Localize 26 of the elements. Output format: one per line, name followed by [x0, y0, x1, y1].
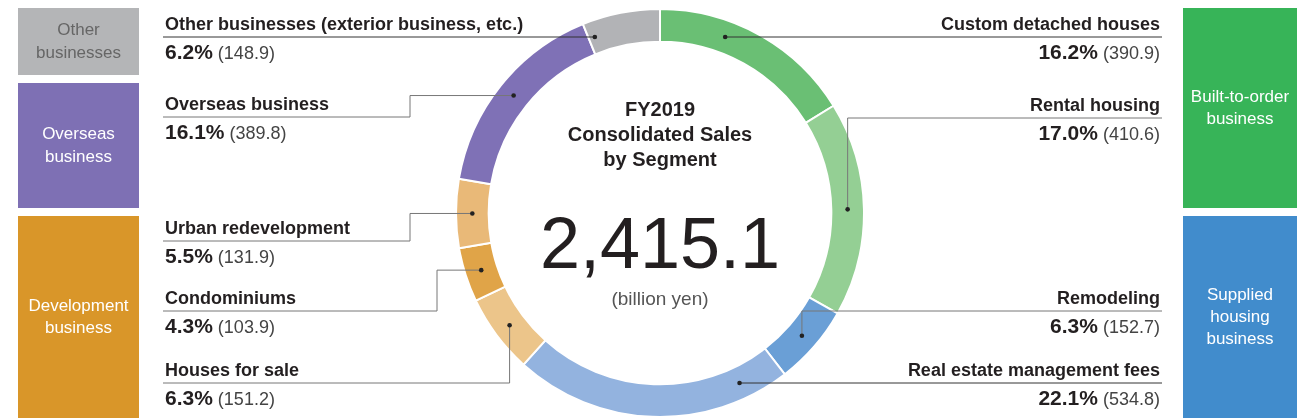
data-label: 17.0% (410.6) [1038, 121, 1161, 144]
slice-label: Remodeling [1056, 288, 1160, 308]
data-label: 16.1% (389.8) [165, 120, 287, 143]
data-label: 5.5% (131.9) [165, 244, 275, 267]
text: Built-to-order business [1189, 85, 1291, 130]
text: Development business [27, 294, 130, 339]
data-label: 16.2% (390.9) [1038, 40, 1161, 63]
data-label: 6.3% (151.2) [165, 386, 275, 409]
slice-label: Custom detached houses [940, 14, 1160, 34]
slice-label: Condominiums [165, 288, 296, 308]
data-label: 4.3% (103.9) [165, 314, 275, 337]
text: Supplied housing business [1205, 283, 1275, 351]
text: Other businesses [34, 19, 123, 64]
text: (billion yen) [610, 288, 710, 311]
text: Overseas business [41, 123, 116, 168]
data-label: 6.2% (148.9) [165, 40, 275, 63]
slice-label: Other businesses (exterior business, etc.) [165, 14, 524, 34]
slice-label: Overseas business [165, 94, 330, 114]
slice-label: Houses for sale [165, 360, 300, 380]
text: 2,415.1 [538, 203, 782, 283]
text: FY2019 Consolidated Sales by Segment [566, 97, 754, 172]
data-label: 6.3% (152.7) [1050, 314, 1161, 337]
slice-label: Urban redevelopment [165, 218, 351, 238]
slice-label: Real estate management fees [907, 360, 1160, 380]
slice-label: Rental housing [1030, 95, 1160, 115]
data-label: 22.1% (534.8) [1038, 386, 1161, 409]
